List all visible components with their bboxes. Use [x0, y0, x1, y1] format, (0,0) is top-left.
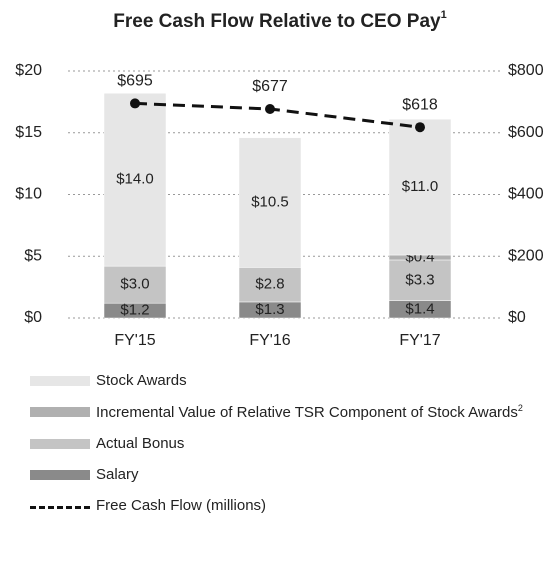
legend-text: Free Cash Flow (millions) [96, 497, 267, 514]
y2-tick-label: $800 [508, 62, 544, 79]
y2-tick-label: $200 [508, 247, 544, 264]
data-label: $3.3 [405, 271, 434, 288]
data-label: $11.0 [402, 178, 438, 195]
legend-label: Salary [96, 466, 139, 483]
legend-item: Stock Awards [30, 372, 550, 389]
y-tick-label: $10 [15, 186, 42, 203]
data-label: $10.5 [251, 193, 289, 210]
line-point [415, 122, 425, 133]
y2-tick-label: $0 [508, 309, 526, 326]
x-tick-label: FY'15 [114, 332, 155, 349]
y-tick-label: $15 [15, 124, 42, 141]
legend-label: Incremental Value of Relative TSR Compon… [96, 403, 523, 421]
bar-segment [388, 118, 452, 256]
chart: Free Cash Flow Relative to CEO Pay1 $0 $5… [15, 9, 544, 349]
legend-text: Salary [96, 466, 139, 483]
title-note: 1 [441, 9, 447, 21]
data-label: $695 [117, 73, 153, 90]
x-tick-label: FY'17 [399, 332, 440, 349]
legend-note: 2 [517, 403, 523, 413]
legend-swatch [30, 470, 90, 480]
legend-swatch [30, 376, 90, 386]
legend-swatch [30, 439, 90, 449]
data-label: $2.8 [255, 276, 284, 293]
legend-swatch [30, 407, 90, 417]
y-tick-label: $0 [24, 309, 42, 326]
y-tick-label: $20 [15, 62, 42, 79]
legend-label: Stock Awards [96, 372, 187, 389]
y-tick-label: $5 [24, 247, 42, 264]
bar-segment [388, 259, 452, 301]
data-label: $677 [252, 78, 288, 95]
bar-segment [103, 92, 167, 267]
legend-text: Actual Bonus [96, 435, 185, 452]
y2-tick-label: $600 [508, 124, 544, 141]
legend-item: Incremental Value of Relative TSR Compon… [30, 403, 550, 421]
chart-title: Free Cash Flow Relative to CEO Pay1 [113, 9, 446, 32]
data-label: $14.0 [116, 171, 154, 188]
bar-segment [238, 267, 302, 303]
y2-tick-label: $400 [508, 186, 544, 203]
line [134, 101, 421, 129]
legend: Stock Awards Incremental Value of Relativ… [30, 372, 550, 528]
legend-text: Incremental Value of Relative TSR Compon… [96, 404, 518, 421]
legend-text: Stock Awards [96, 372, 187, 389]
bar-segment [238, 137, 302, 268]
legend-label: Free Cash Flow (millions) [96, 497, 266, 514]
legend-item: Actual Bonus [30, 435, 550, 452]
legend-item: Free Cash Flow (millions) [30, 497, 550, 514]
legend-swatch [30, 506, 90, 509]
title-text: Free Cash Flow Relative to CEO Pay [113, 11, 441, 32]
data-label: $1.3 [255, 301, 284, 318]
legend-label: Actual Bonus [96, 435, 184, 452]
x-tick-label: FY'16 [249, 332, 290, 349]
data-label: $1.2 [120, 302, 149, 319]
data-label: $618 [402, 96, 438, 113]
line-point [265, 103, 275, 114]
legend-item: Salary [30, 466, 550, 483]
data-label: $3.0 [120, 276, 149, 293]
bar-segment [103, 265, 167, 304]
line-point [130, 98, 140, 109]
data-label: $1.4 [405, 300, 434, 317]
